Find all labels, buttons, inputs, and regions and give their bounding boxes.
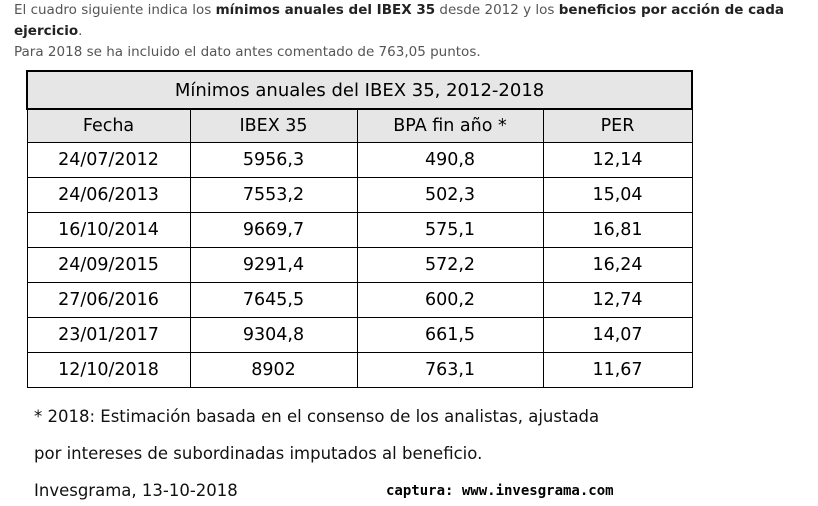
cell-per: 12,74: [542, 282, 693, 318]
intro-text-2: desde 2012 y los: [435, 2, 559, 18]
cell-per: 14,07: [542, 317, 693, 353]
cell-fecha: 23/01/2017: [26, 317, 191, 353]
intro-bold-1: mínimos anuales del IBEX 35: [215, 2, 436, 18]
table-row: 16/10/2014 9669,7 575,1 16,81: [26, 212, 693, 248]
table-row: 24/07/2012 5956,3 490,8 12,14: [26, 142, 693, 178]
intro-line-1: El cuadro siguiente indica los mínimos a…: [14, 0, 814, 42]
cell-fecha: 12/10/2018: [26, 352, 191, 388]
cell-ibex35: 9304,8: [189, 317, 358, 353]
cell-per: 12,14: [542, 142, 693, 178]
cell-per: 16,81: [542, 212, 693, 248]
cell-bpa: 490,8: [356, 142, 544, 178]
cell-ibex35: 7645,5: [189, 282, 358, 318]
table-row: 12/10/2018 8902 763,1 11,67: [26, 352, 693, 388]
cell-fecha: 24/06/2013: [26, 177, 191, 213]
header-bpa: BPA fin año *: [356, 108, 544, 143]
cell-ibex35: 7553,2: [189, 177, 358, 213]
table-header-row: Fecha IBEX 35 BPA fin año * PER: [26, 108, 693, 143]
intro-paragraph: El cuadro siguiente indica los mínimos a…: [14, 0, 814, 63]
table-title-row: Mínimos anuales del IBEX 35, 2012-2018: [25, 70, 694, 110]
intro-text-3: .: [78, 23, 83, 39]
cell-bpa: 502,3: [356, 177, 544, 213]
header-fecha: Fecha: [26, 108, 191, 143]
cell-bpa: 575,1: [356, 212, 544, 248]
capture-caption: captura: www.invesgrama.com: [386, 483, 614, 499]
cell-ibex35: 5956,3: [189, 142, 358, 178]
cell-ibex35: 9669,7: [189, 212, 358, 248]
cell-bpa: 572,2: [356, 247, 544, 283]
table-title: Mínimos anuales del IBEX 35, 2012-2018: [25, 70, 694, 110]
footnote-line-2: por intereses de subordinadas imputados …: [34, 444, 483, 463]
cell-bpa: 763,1: [356, 352, 544, 388]
cell-fecha: 27/06/2016: [26, 282, 191, 318]
intro-bold-2: beneficios por acción de cada ejercicio: [14, 2, 785, 39]
cell-bpa: 600,2: [356, 282, 544, 318]
cell-ibex35: 9291,4: [189, 247, 358, 283]
table-row: 24/06/2013 7553,2 502,3 15,04: [26, 177, 693, 213]
intro-text-1: El cuadro siguiente indica los: [14, 2, 216, 18]
table-row: 27/06/2016 7645,5 600,2 12,74: [26, 282, 693, 318]
cell-bpa: 661,5: [356, 317, 544, 353]
header-ibex35: IBEX 35: [189, 108, 358, 143]
intro-line-2: Para 2018 se ha incluido el dato antes c…: [14, 44, 481, 60]
footnote-line-1: * 2018: Estimación basada en el consenso…: [34, 407, 600, 426]
table-row: 23/01/2017 9304,8 661,5 14,07: [26, 317, 693, 353]
cell-fecha: 16/10/2014: [26, 212, 191, 248]
ibex-minimums-table: Mínimos anuales del IBEX 35, 2012-2018 F…: [25, 70, 694, 388]
table-row: 24/09/2015 9291,4 572,2 16,24: [26, 247, 693, 283]
header-per: PER: [542, 108, 693, 143]
cell-fecha: 24/07/2012: [26, 142, 191, 178]
cell-per: 11,67: [542, 352, 693, 388]
cell-fecha: 24/09/2015: [26, 247, 191, 283]
cell-per: 15,04: [542, 177, 693, 213]
source-credit: Invesgrama, 13-10-2018: [34, 481, 238, 500]
cell-ibex35: 8902: [189, 352, 358, 388]
ibex-table-container: Mínimos anuales del IBEX 35, 2012-2018 F…: [25, 70, 694, 388]
cell-per: 16,24: [542, 247, 693, 283]
